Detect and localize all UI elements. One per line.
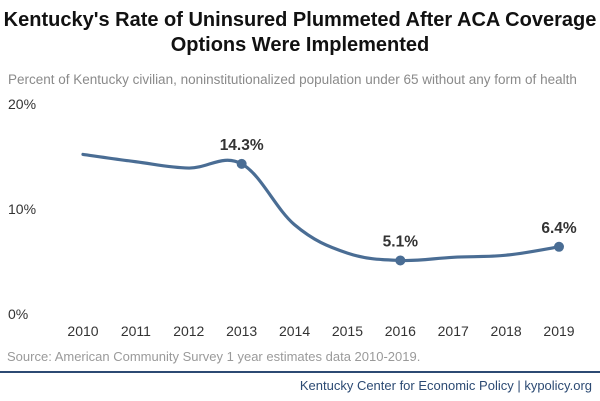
x-tick-label: 2013 (226, 323, 257, 339)
y-tick-label: 0% (8, 306, 28, 322)
data-point (554, 241, 564, 252)
chart-subtitle: Percent of Kentucky civilian, noninstitu… (8, 72, 577, 87)
data-labels: 14.3% 5.1% 6.4% (220, 137, 577, 251)
x-tick-label: 2018 (491, 323, 522, 339)
line-chart: 0%10%20% 2010 2011 2012 2013 2014 2015 2016 201… (8, 96, 577, 339)
x-tick-label: 2012 (173, 323, 204, 339)
source-note: Source: American Community Survey 1 year… (7, 349, 421, 364)
chart-title: Kentucky's Rate of Uninsured Plummeted A… (3, 9, 597, 56)
footer-divider (0, 371, 600, 373)
x-axis: 2010 2011 2012 2013 2014 2015 2016 2017 2018 2019 (67, 323, 574, 339)
footer-credit: Kentucky Center for Economic Policy | ky… (299, 378, 592, 393)
y-tick-label: 20% (8, 96, 36, 112)
data-label: 14.3% (220, 137, 264, 154)
x-tick-label: 2016 (385, 323, 416, 339)
y-tick-label: 10% (8, 201, 36, 217)
x-tick-label: 2010 (67, 323, 98, 339)
x-tick-label: 2015 (332, 323, 363, 339)
data-label: 5.1% (383, 233, 419, 250)
y-axis: 0% 10% 20% (8, 96, 36, 322)
series-line (81, 152, 561, 263)
uninsured-rate-line (81, 152, 561, 263)
x-tick-label: 2011 (121, 323, 151, 339)
data-point (395, 255, 406, 266)
data-points (236, 158, 564, 266)
x-tick-label: 2017 (438, 323, 469, 339)
data-point (236, 158, 247, 169)
x-tick-label: 2019 (543, 323, 574, 339)
x-tick-label: 2014 (279, 323, 310, 339)
data-label: 6.4% (541, 220, 577, 237)
